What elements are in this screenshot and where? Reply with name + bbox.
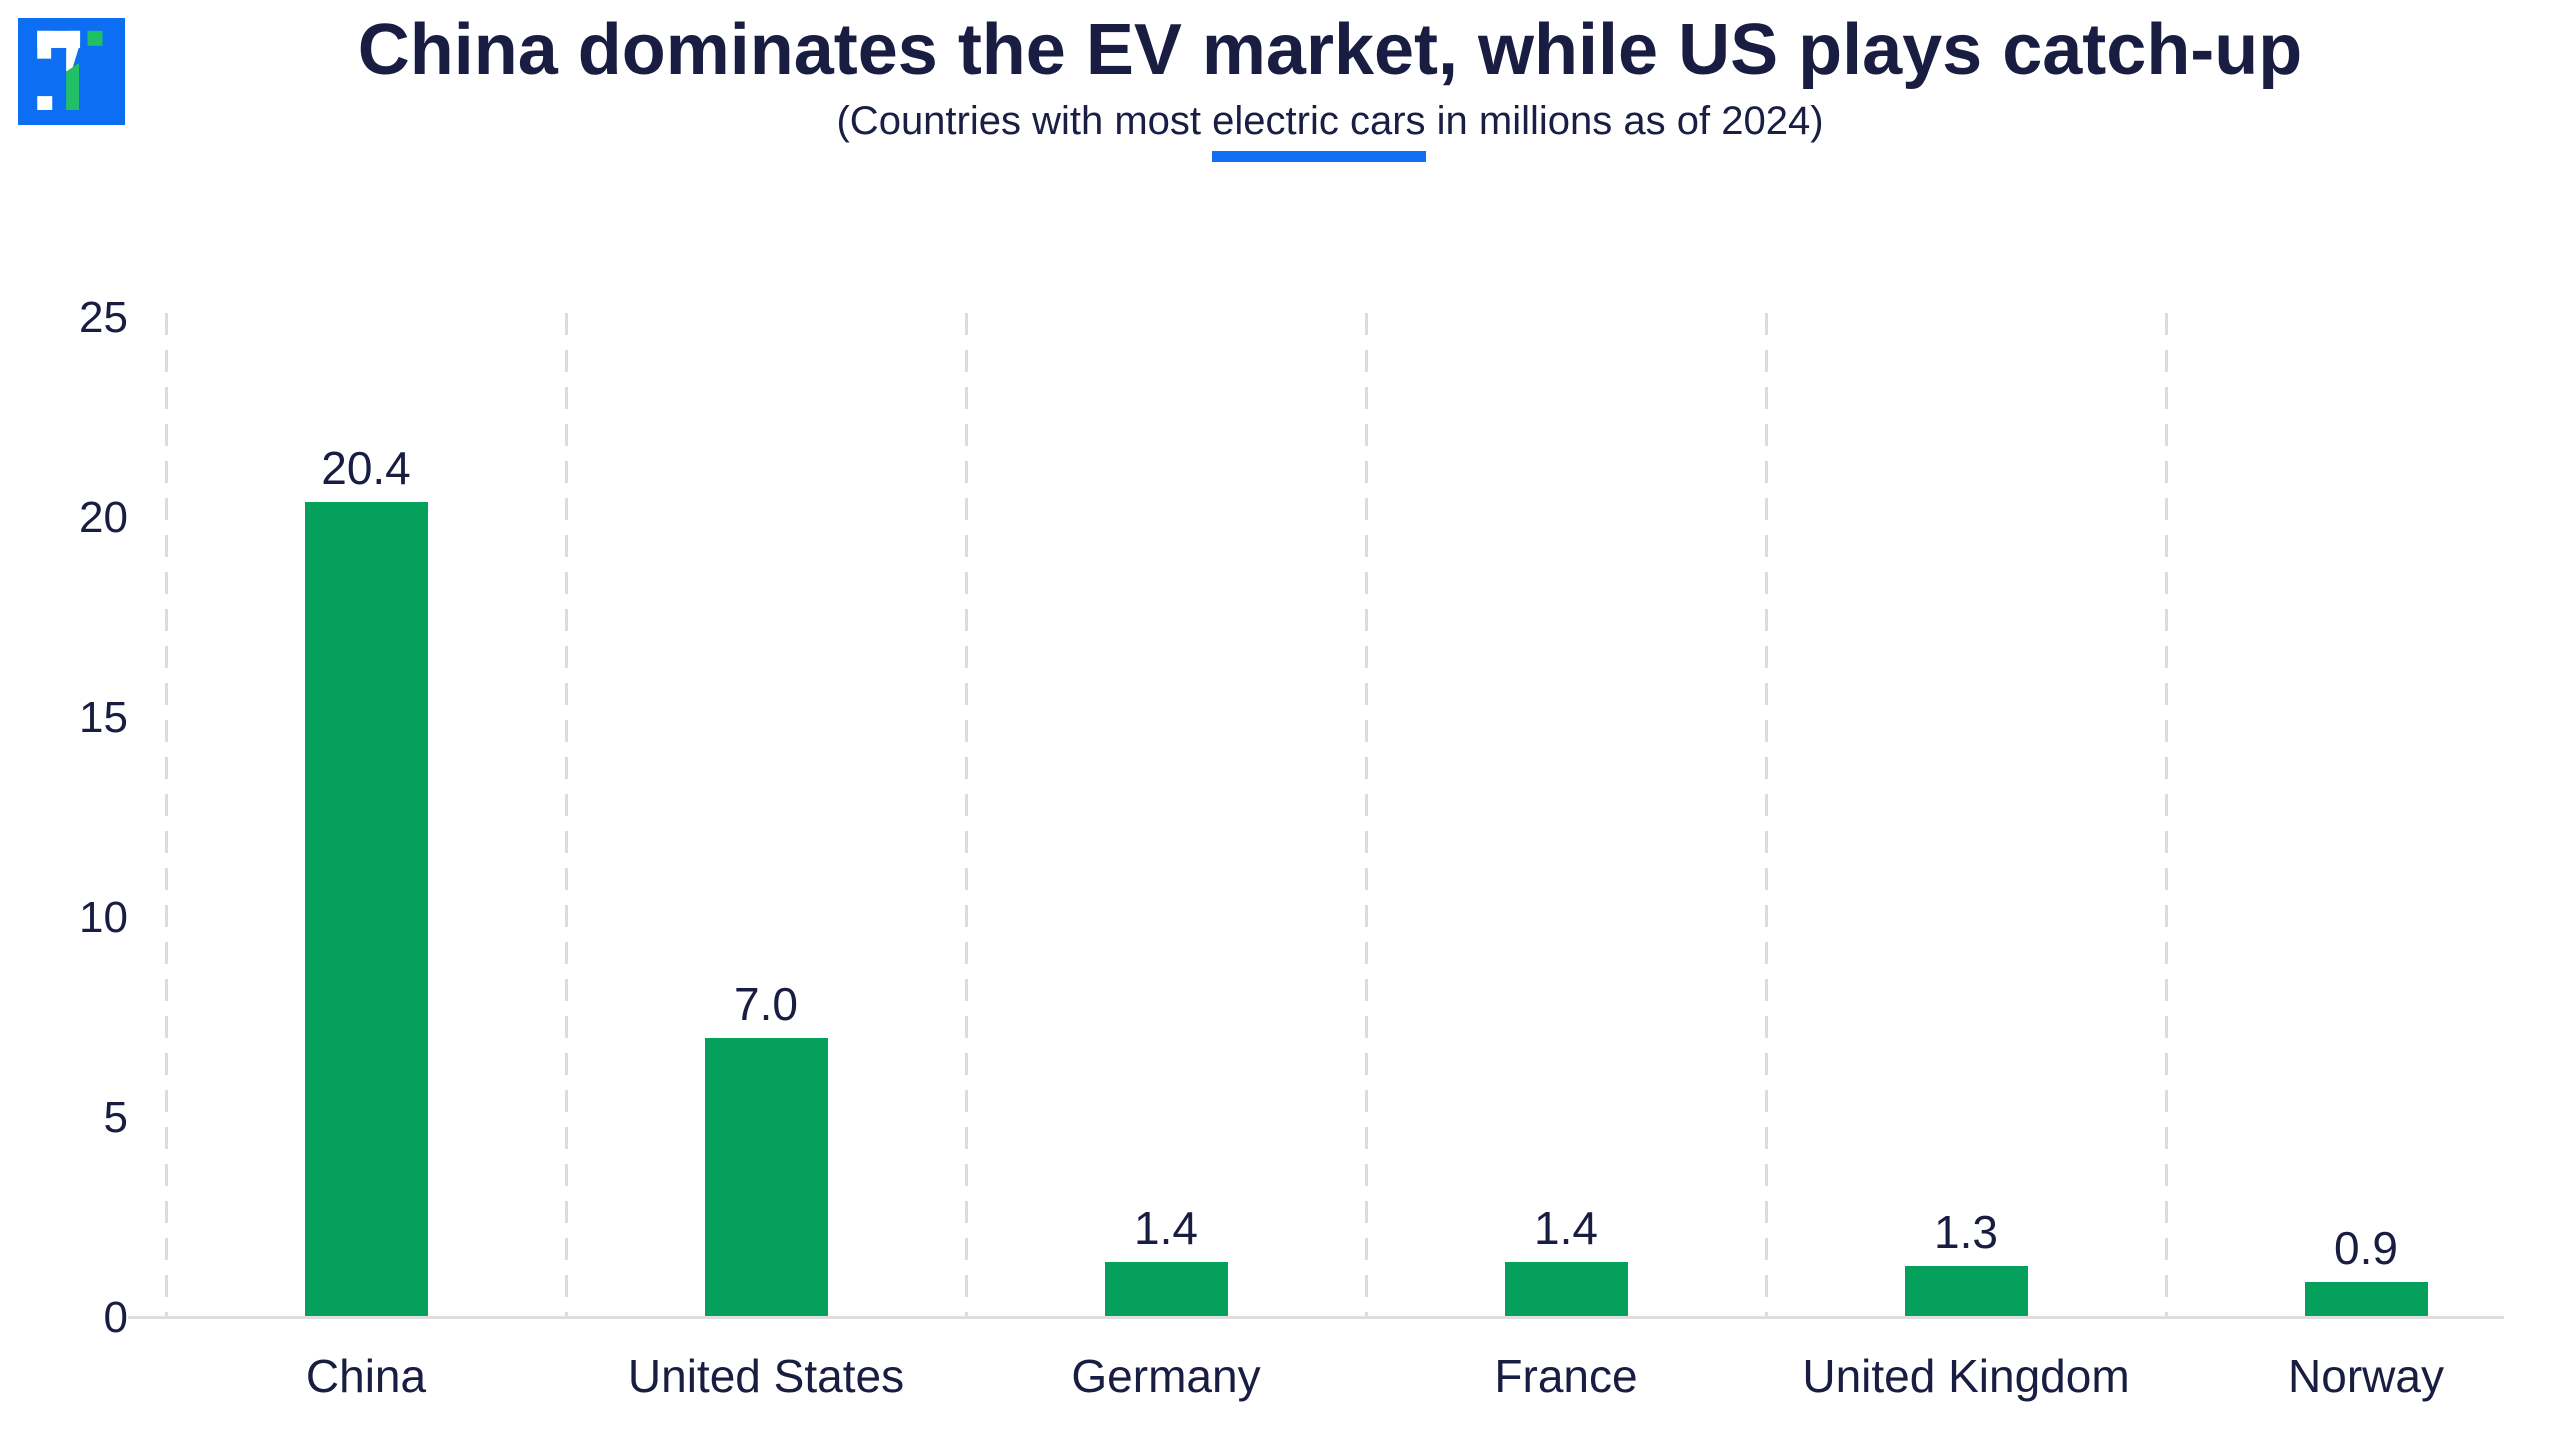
subtitle-suffix: in millions as of 2024)	[1425, 99, 1824, 143]
y-tick-label: 15	[79, 693, 128, 742]
bar-value-label: 7.0	[734, 978, 798, 1030]
category-label: France	[1494, 1350, 1638, 1402]
y-tick-label: 0	[103, 1293, 128, 1342]
bar-value-label: 1.4	[1134, 1202, 1198, 1254]
bar-value-label: 0.9	[2334, 1222, 2398, 1274]
logo-green-square	[87, 30, 103, 46]
logo-green-stroke	[66, 62, 79, 111]
bar-united-states	[705, 1038, 828, 1316]
bar-value-label: 1.3	[1934, 1206, 1998, 1258]
subtitle-prefix: (Countries with most	[836, 99, 1213, 143]
y-tick-label: 5	[103, 1093, 128, 1142]
bar-united-kingdom	[1905, 1266, 2028, 1316]
category-label: China	[305, 1350, 427, 1402]
bar-germany	[1105, 1262, 1228, 1316]
gridline-vertical	[2165, 313, 2168, 1318]
chart-subtitle: (Countries with most electric cars in mi…	[100, 96, 2560, 162]
gridline-vertical	[965, 313, 968, 1318]
y-tick-label: 10	[79, 893, 128, 942]
y-tick-label: 25	[79, 293, 128, 342]
page-title: China dominates the EV market, while US …	[357, 10, 2303, 90]
logo-seven-diagonal	[66, 30, 81, 72]
gridline-vertical	[165, 313, 168, 1318]
logo-seven-stub	[37, 30, 52, 59]
bar-norway	[2305, 1282, 2428, 1316]
bar-france	[1505, 1262, 1628, 1316]
category-label: United Kingdom	[1802, 1350, 2130, 1402]
category-label: United States	[627, 1350, 905, 1402]
bar-china	[305, 502, 428, 1316]
y-tick-label: 20	[79, 493, 128, 542]
chart-header: China dominates the EV market, while US …	[100, 6, 2560, 162]
bar-value-label: 20.4	[321, 442, 411, 494]
gridline-vertical	[565, 313, 568, 1318]
gridline-vertical	[1365, 313, 1368, 1318]
gridline-vertical	[1765, 313, 1768, 1318]
category-label: Germany	[1071, 1350, 1261, 1402]
bar-value-label: 1.4	[1534, 1202, 1598, 1254]
logo-white-square	[37, 96, 53, 111]
brand-logo	[18, 18, 125, 125]
x-axis-line	[128, 1316, 2504, 1319]
subtitle-highlight-underlined: electric cars	[1212, 96, 1426, 162]
category-label: Norway	[2288, 1350, 2444, 1402]
